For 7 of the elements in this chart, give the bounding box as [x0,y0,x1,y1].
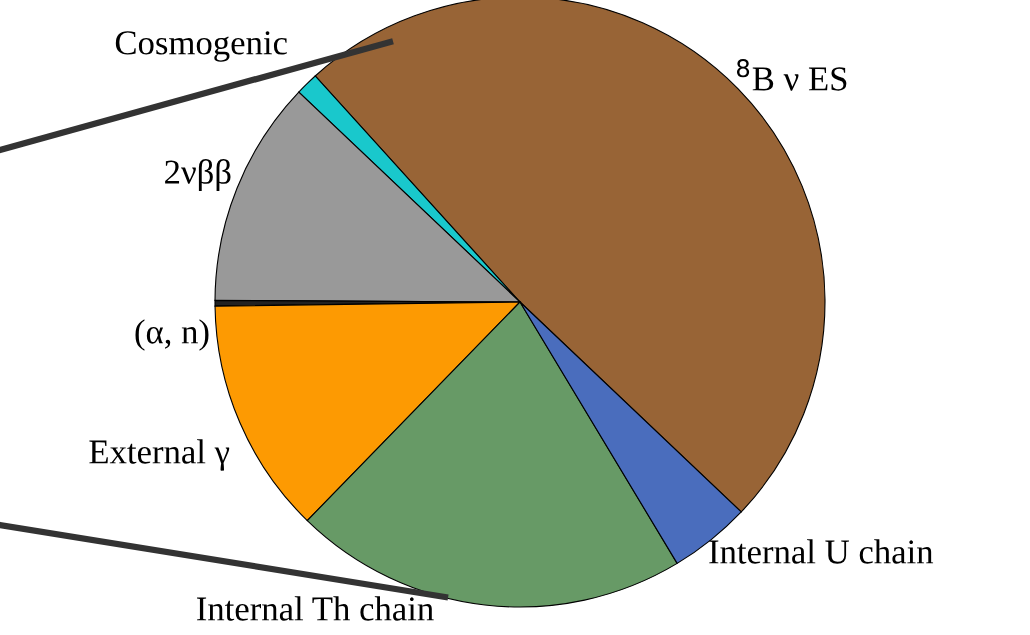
slice-label: Cosmogenic [115,31,287,62]
slice-label: External γ [89,439,230,471]
slice-label: Internal Th chain [197,596,434,621]
slice-label: (α, n) [135,319,209,351]
slice-label: 2νββ [165,159,231,191]
slice-label: $^{8}$B ν ES [736,58,847,91]
slice-label: Internal U chain [709,539,934,564]
